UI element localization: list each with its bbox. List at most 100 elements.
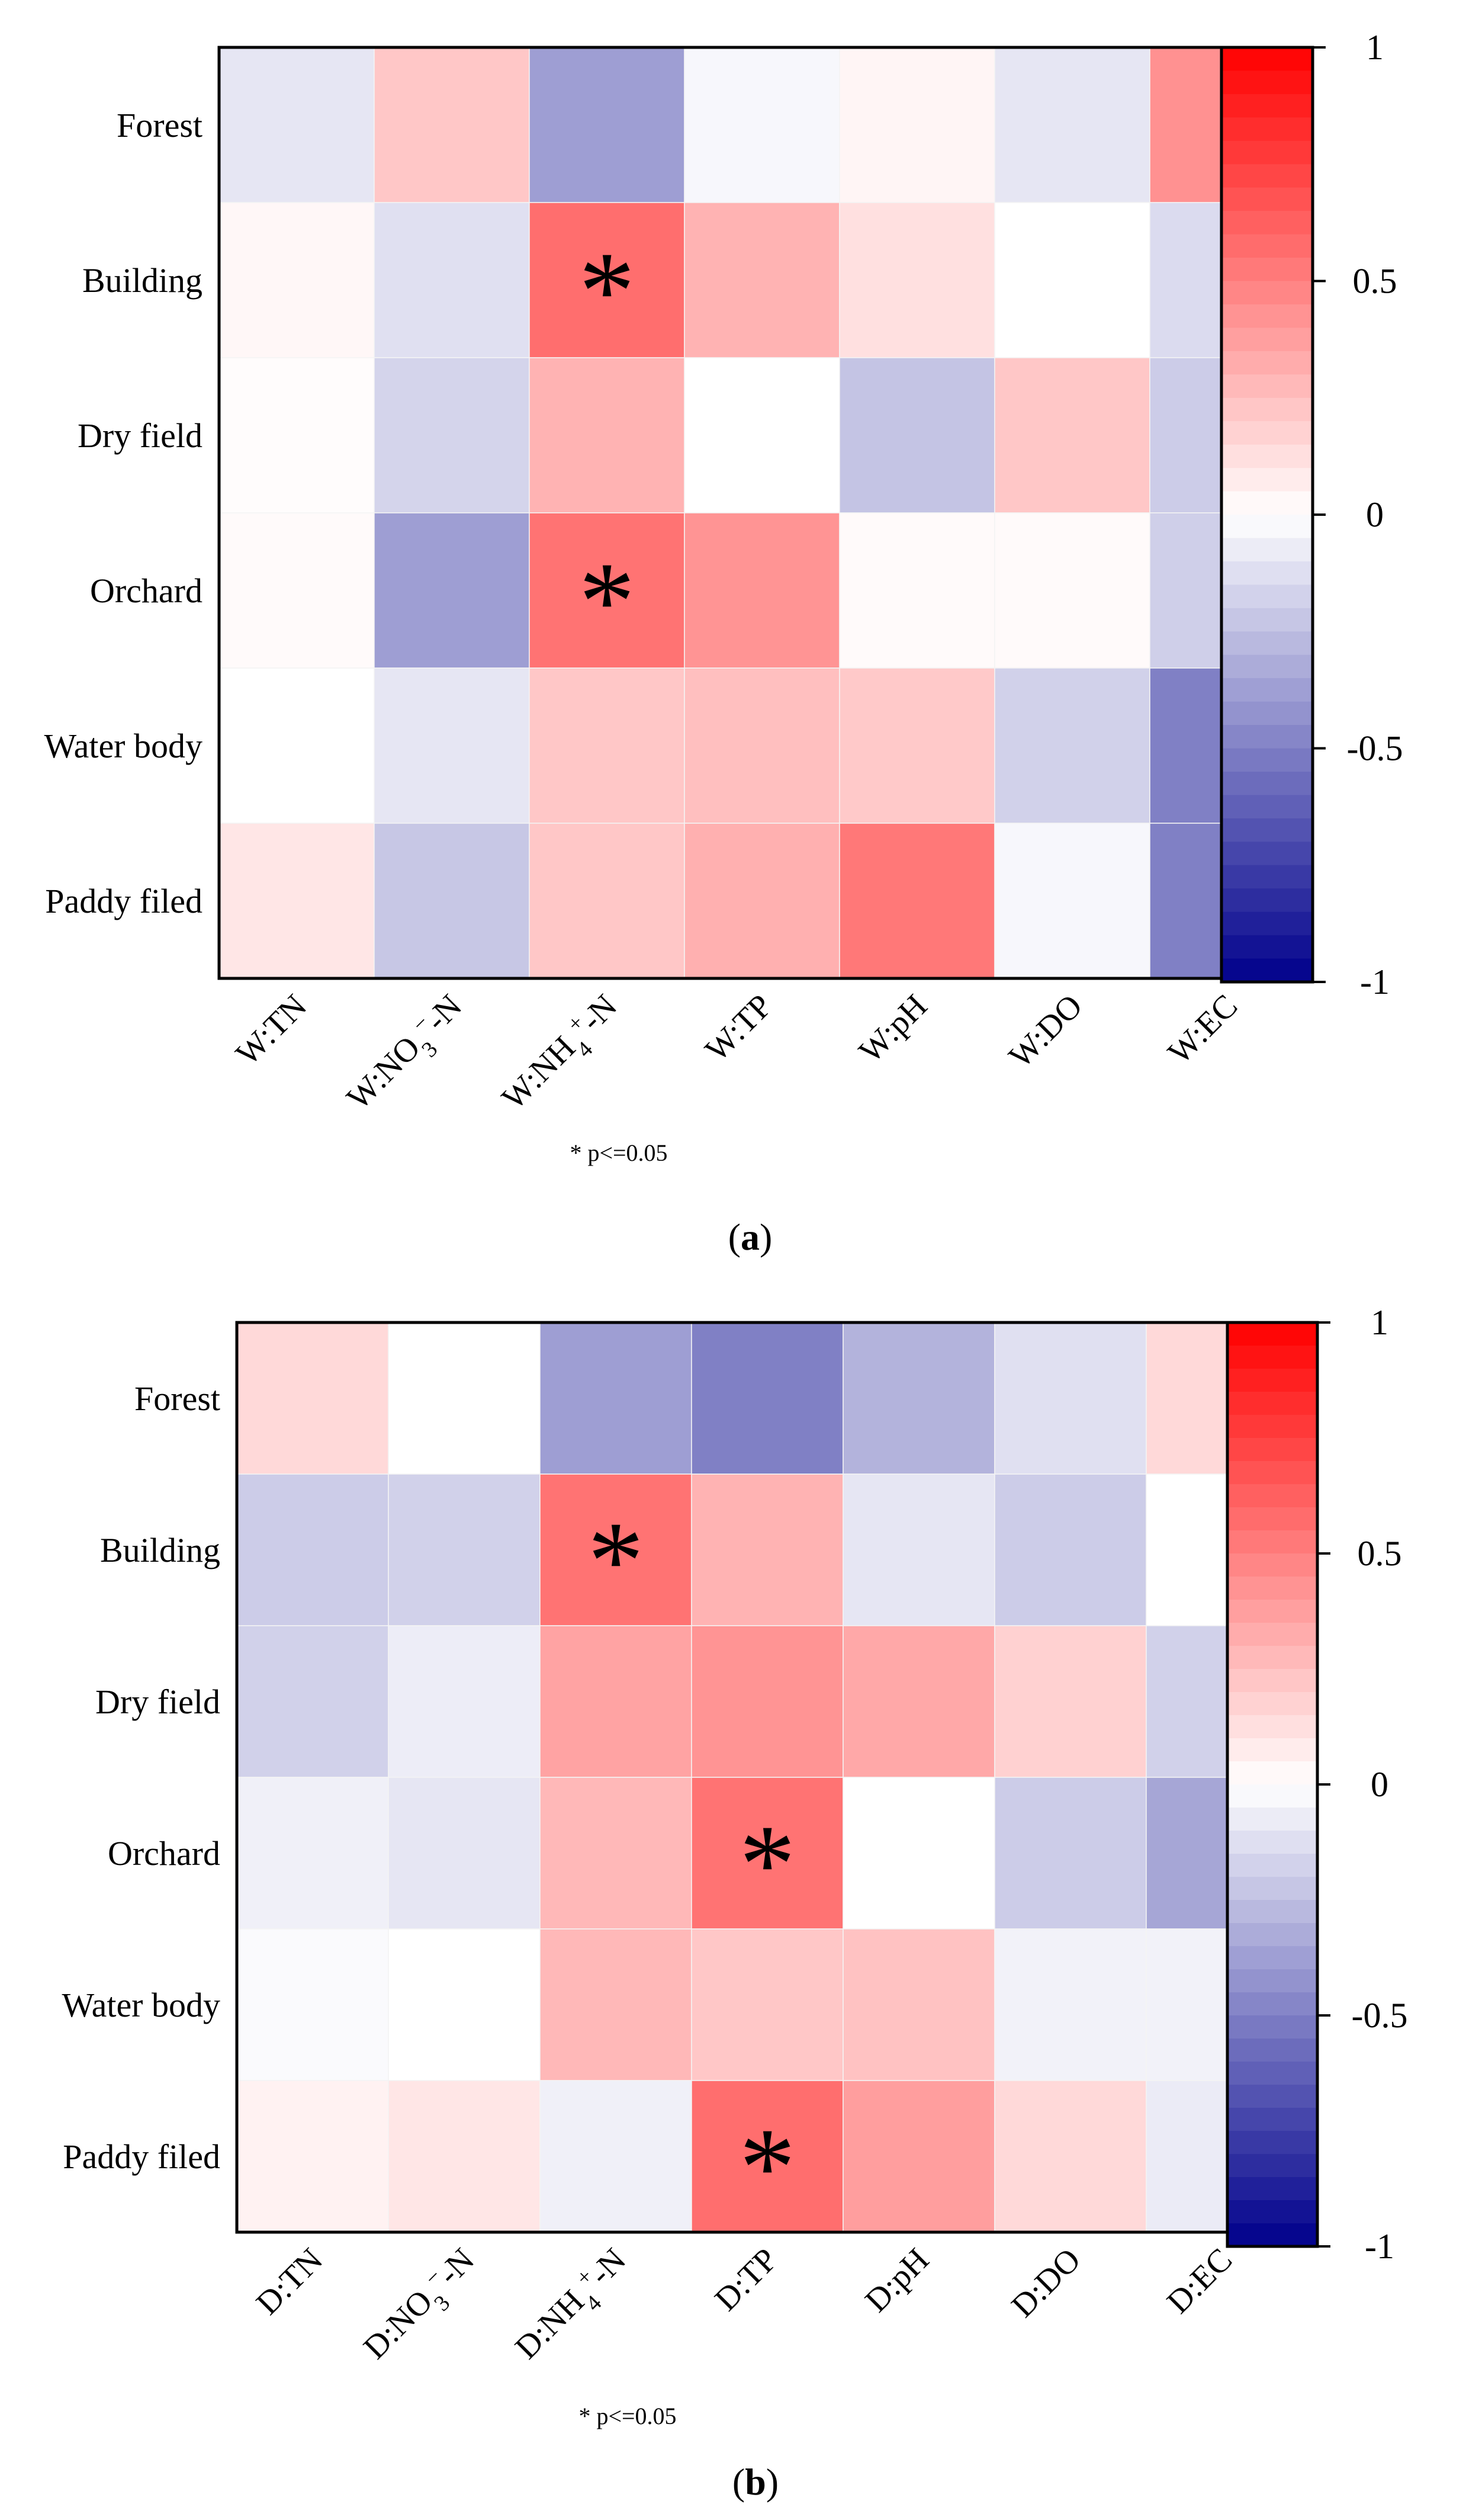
column-label: W:NH4+-N [493,985,631,1124]
cell-r2-c3 [691,1625,844,1778]
column-label: D:TN [249,2241,330,2322]
cell-r3-c3 [684,512,840,669]
column-label: D:DO [1005,2241,1088,2325]
cell-r5-c5 [994,2080,1147,2233]
panel-label: (a) [728,1216,773,1258]
cell-r3-c0 [218,512,375,669]
cell-r0-c0 [236,1322,389,1475]
cell-r1-c3 [691,1474,844,1626]
colorbar-step [1221,421,1313,445]
colorbar-step [1221,701,1313,725]
colorbar-step [1221,608,1313,632]
significance-star: * [588,1499,644,1623]
colorbar-tick-label: -0.5 [1347,729,1403,768]
colorbar-step [1221,351,1313,375]
panel-label: (b) [732,2461,779,2503]
cell-r2-c1 [388,1625,541,1778]
cell-r4-c5 [994,1928,1147,2081]
colorbar-tick-label: 0 [1371,1765,1388,1804]
cell-r2-c2 [529,357,685,513]
colorbar-step [1227,1577,1317,1600]
cell-r5-c4 [839,823,995,979]
colorbar-step [1227,1692,1317,1716]
colorbar-step [1221,631,1313,656]
colorbar-step [1227,1646,1317,1670]
cell-r4-c3 [684,667,840,824]
colorbar-step [1221,748,1313,772]
colorbar-step [1227,1322,1317,1346]
colorbar-step [1221,515,1313,539]
cell-r2-c0 [218,357,375,513]
colorbar-step [1227,1854,1317,1877]
colorbar-step [1227,2223,1317,2247]
cell-r3-c4 [839,512,995,669]
cell-r0-c3 [684,47,840,203]
cell-r2-c1 [374,357,530,513]
colorbar-tick-label: 0.5 [1358,1534,1402,1573]
significance-star: * [740,2105,796,2230]
cell-r5-c2 [529,823,685,979]
colorbar-step [1221,258,1313,282]
heatmap-panel-b: * * * Forest Building Dry field Orchard Water b… [62,1303,1407,2503]
colorbar-tick-label: 0 [1366,495,1384,534]
column-label: D:EC [1160,2241,1239,2320]
colorbar-step [1227,1946,1317,1970]
cell-r1-c5 [994,202,1150,358]
cell-r4-c1 [374,667,530,824]
colorbar-step [1227,2200,1317,2224]
colorbar-step [1227,1438,1317,1462]
cell-r0-c4 [839,47,995,203]
column-label: W:NO3−-N [337,985,476,1124]
colorbar-step [1221,468,1313,492]
cell-r0-c2 [529,47,685,203]
colorbar-step [1221,187,1313,211]
cell-r0-c5 [994,47,1150,203]
cell-r1-c2 [539,1474,692,1626]
colorbar-step [1227,1831,1317,1854]
column-label: D:NO3−-N [355,2239,489,2374]
colorbar-step [1221,234,1313,258]
cell-r0-c1 [374,47,530,203]
colorbar-tick-label: 1 [1366,28,1384,67]
colorbar-step [1221,211,1313,235]
colorbar-step [1227,1415,1317,1439]
cell-r5-c1 [374,823,530,979]
colorbar-step [1221,865,1313,889]
colorbar-step [1227,1507,1317,1531]
column-label: W:TN [229,987,314,1073]
cell-r3-c2 [529,512,685,669]
colorbar-step [1227,1530,1317,1554]
cell-r4-c3 [691,1928,844,2081]
row-label: Orchard [90,572,202,610]
colorbar-step [1227,2085,1317,2108]
cell-r5-c3 [691,2080,844,2233]
column-label: D:TP [708,2241,785,2318]
significance-star: * [579,229,635,354]
cell-r5-c2 [539,2080,692,2233]
cell-r0-c0 [218,47,375,203]
colorbar-step [1227,1669,1317,1693]
colorbar-step [1227,1392,1317,1415]
cell-r3-c4 [843,1777,995,1930]
colorbar-step [1227,1623,1317,1646]
cell-r2-c4 [839,357,995,513]
colorbar-tick-label: -1 [1365,2227,1394,2266]
colorbar-step [1227,1461,1317,1485]
colorbar-step [1221,818,1313,842]
significance-star: * [740,1802,796,1927]
cell-r1-c3 [684,202,840,358]
colorbar-step [1221,842,1313,866]
colorbar-step [1221,585,1313,609]
colorbar-step [1221,935,1313,959]
colorbar-step [1227,1923,1317,1947]
colorbar-tick-label: 0.5 [1353,262,1397,301]
colorbar-step [1227,1808,1317,1831]
column-label: W:TP [698,987,779,1068]
cell-r5-c1 [388,2080,541,2233]
colorbar-step [1221,561,1313,585]
row-label: Building [100,1531,220,1569]
cell-r4-c4 [843,1928,995,2081]
colorbar-step [1221,164,1313,188]
colorbar-step [1227,1992,1317,2016]
cell-r4-c2 [529,667,685,824]
